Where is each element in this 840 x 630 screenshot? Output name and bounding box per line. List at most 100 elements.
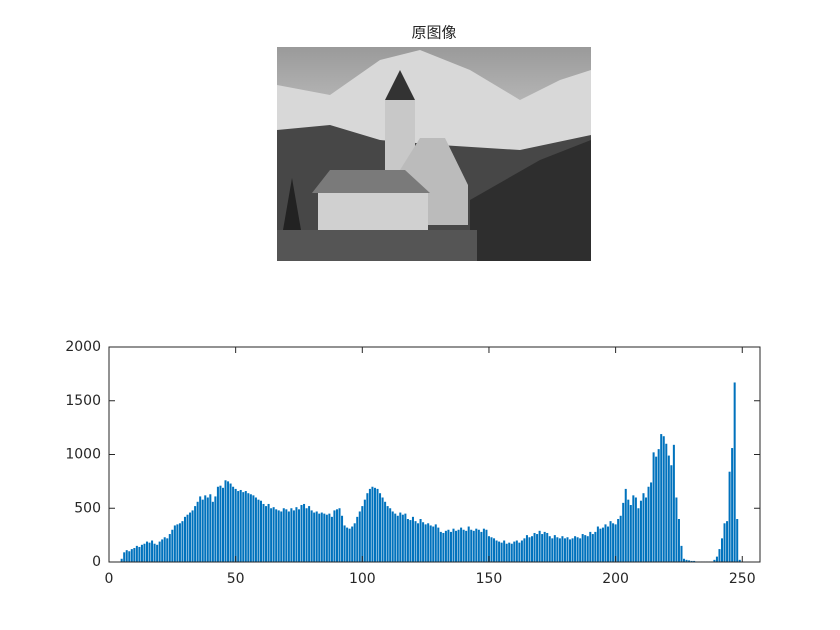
bar (520, 540, 523, 562)
bar (449, 531, 452, 562)
bar (660, 434, 663, 562)
bar (404, 513, 407, 562)
bar (401, 514, 404, 562)
image-title: 原图像 (411, 24, 456, 42)
bar (391, 511, 394, 562)
bar (432, 526, 435, 562)
bar (513, 541, 516, 562)
bar (543, 531, 546, 562)
bar (576, 537, 579, 562)
bar (173, 525, 176, 562)
bar (472, 530, 475, 562)
y-tick-label: 0 (92, 554, 101, 570)
bar (419, 519, 422, 562)
bar (287, 511, 290, 562)
bar (300, 505, 303, 562)
bar (140, 544, 143, 562)
bar (244, 491, 247, 562)
bar (677, 519, 680, 562)
bar (599, 528, 602, 562)
bar (726, 521, 729, 562)
bar (201, 499, 204, 562)
bar (581, 534, 584, 562)
bar (690, 560, 693, 562)
bar (586, 536, 589, 562)
bar (239, 489, 242, 562)
bar (632, 495, 635, 562)
bar (186, 514, 189, 562)
bar (733, 382, 736, 562)
bar (647, 486, 650, 562)
bar (629, 505, 632, 562)
bar (444, 530, 447, 562)
bar (738, 559, 741, 562)
axes-box (108, 346, 761, 563)
bar (163, 537, 166, 562)
bar (330, 516, 333, 562)
bar (229, 483, 232, 562)
bar (429, 525, 432, 562)
bar (280, 511, 283, 562)
bar (257, 499, 260, 562)
bar (310, 510, 313, 562)
bar (462, 529, 465, 562)
bar (130, 549, 133, 562)
y-tick-label: 1500 (65, 393, 101, 409)
bar (221, 487, 225, 562)
bar (579, 538, 582, 562)
bar (156, 544, 159, 562)
bar (667, 455, 670, 562)
bar (166, 538, 169, 562)
bar (455, 530, 458, 562)
bar (171, 529, 174, 562)
bar (343, 525, 346, 562)
bar (270, 508, 273, 562)
bar (624, 488, 627, 562)
bar (232, 486, 235, 562)
bar (333, 510, 336, 562)
bar (596, 526, 599, 562)
bar (515, 540, 518, 562)
bar (475, 528, 478, 562)
bar (125, 550, 128, 562)
bar (553, 535, 556, 562)
bar (227, 481, 230, 562)
bar (285, 509, 288, 562)
bar (247, 493, 250, 562)
y-tick-label: 500 (74, 500, 101, 516)
bar (470, 529, 473, 562)
bar (503, 540, 506, 562)
bar (637, 508, 640, 562)
bar (214, 496, 217, 562)
bar (178, 523, 181, 562)
bar (267, 503, 270, 562)
bar (123, 552, 126, 562)
bar (262, 503, 265, 562)
bar (508, 542, 511, 562)
bar (574, 536, 577, 562)
bar (409, 520, 412, 562)
bar (642, 493, 645, 562)
bar (713, 559, 716, 562)
bar (351, 526, 354, 562)
bar (662, 436, 665, 562)
tree (283, 178, 301, 230)
bar (371, 486, 374, 562)
bar (467, 526, 470, 562)
bar (196, 501, 199, 562)
bar (183, 516, 187, 562)
bar (384, 501, 387, 562)
bar (376, 488, 379, 562)
y-tick-label: 1000 (65, 447, 101, 463)
bar (303, 503, 306, 562)
bar (627, 499, 630, 562)
bar (601, 527, 604, 562)
bar (361, 506, 364, 562)
bar (320, 512, 323, 562)
bar (566, 537, 569, 562)
bar (480, 531, 483, 562)
bar (538, 530, 541, 562)
bar (216, 486, 219, 562)
bar (505, 543, 508, 562)
bar (657, 449, 660, 562)
